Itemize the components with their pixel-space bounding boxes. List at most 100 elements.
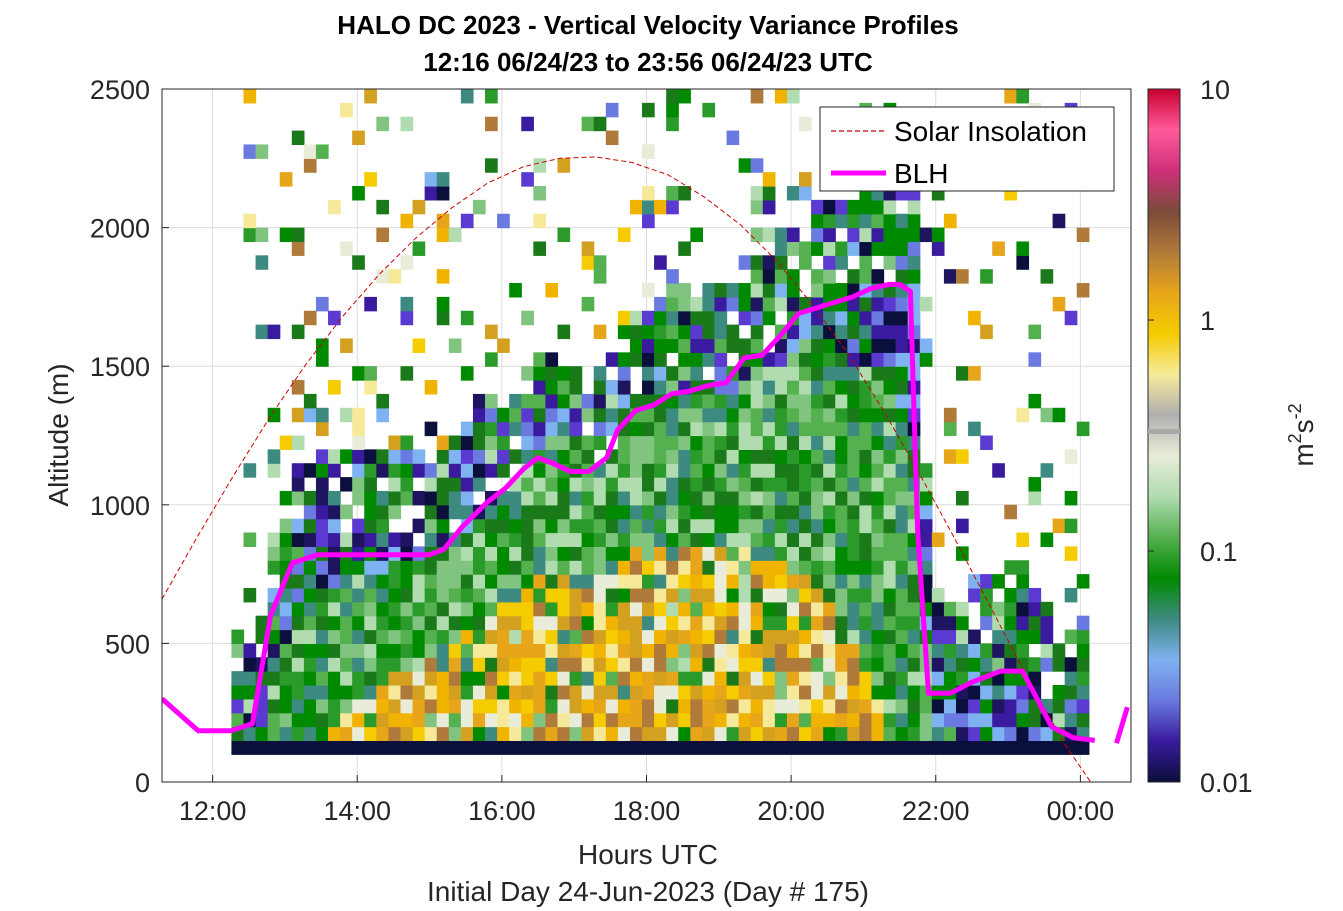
heatmap-cell bbox=[497, 546, 510, 561]
heatmap-cell bbox=[883, 574, 897, 589]
heatmap-cell bbox=[364, 601, 377, 617]
heatmap-cell bbox=[678, 352, 691, 367]
heatmap-cell bbox=[497, 407, 510, 423]
colorbar-unit-base: m bbox=[1288, 443, 1319, 466]
heatmap-cell bbox=[702, 629, 716, 644]
heatmap-cell bbox=[883, 352, 897, 367]
heatmap-cell bbox=[340, 698, 353, 714]
heatmap-cell bbox=[678, 490, 691, 506]
heatmap-cell bbox=[569, 629, 583, 644]
heatmap-cell bbox=[291, 726, 305, 742]
heatmap-cell bbox=[412, 712, 426, 728]
heatmap-cell bbox=[943, 407, 957, 423]
heatmap-cell bbox=[1004, 560, 1017, 575]
heatmap-cell bbox=[774, 255, 788, 270]
heatmap-cell bbox=[267, 463, 281, 478]
heatmap-cell bbox=[315, 144, 329, 159]
heatmap-cell bbox=[617, 504, 631, 520]
heatmap-cell bbox=[835, 698, 848, 714]
heatmap-cell bbox=[702, 643, 716, 658]
heatmap-cell bbox=[448, 490, 462, 506]
heatmap-cell bbox=[847, 518, 860, 534]
heatmap-cell bbox=[907, 671, 921, 686]
heatmap-cell bbox=[424, 601, 438, 617]
heatmap-cell bbox=[835, 574, 848, 589]
heatmap-cell bbox=[485, 643, 498, 658]
heatmap-cell bbox=[726, 463, 740, 478]
heatmap-cell bbox=[750, 740, 764, 755]
heatmap-cell bbox=[485, 158, 498, 173]
heatmap-cell bbox=[956, 366, 969, 381]
heatmap-cell bbox=[243, 144, 257, 159]
heatmap-cell bbox=[485, 393, 498, 409]
heatmap-cell bbox=[799, 712, 812, 728]
heatmap-cell bbox=[460, 587, 474, 603]
heatmap-cell bbox=[714, 518, 728, 534]
heatmap-cell bbox=[690, 671, 703, 686]
heatmap-cell bbox=[642, 352, 655, 367]
heatmap-cell bbox=[642, 186, 655, 201]
heatmap-cell bbox=[786, 449, 800, 464]
heatmap-cell bbox=[895, 684, 909, 700]
heatmap-cell bbox=[412, 241, 426, 256]
heatmap-cell bbox=[533, 241, 547, 256]
heatmap-cell bbox=[485, 532, 498, 547]
heatmap-cell bbox=[1004, 643, 1017, 658]
heatmap-cell bbox=[835, 601, 848, 617]
heatmap-cell bbox=[448, 629, 462, 644]
heatmap-cell bbox=[859, 338, 873, 353]
heatmap-cell bbox=[654, 449, 667, 464]
heatmap-cell bbox=[859, 629, 873, 644]
heatmap-cell bbox=[448, 504, 462, 520]
heatmap-cell bbox=[666, 532, 679, 547]
heatmap-cell bbox=[1004, 629, 1017, 644]
heatmap-cell bbox=[400, 712, 414, 728]
heatmap-cell bbox=[738, 643, 752, 658]
heatmap-cell bbox=[750, 463, 764, 478]
heatmap-cell bbox=[448, 698, 462, 714]
heatmap-cell bbox=[943, 643, 957, 658]
heatmap-cell bbox=[424, 629, 438, 644]
heatmap-cell bbox=[267, 407, 281, 423]
heatmap-cell bbox=[895, 449, 909, 464]
heatmap-cell bbox=[545, 740, 559, 755]
heatmap-cell bbox=[956, 740, 969, 755]
heatmap-cell bbox=[811, 490, 824, 506]
heatmap-cell bbox=[799, 671, 812, 686]
heatmap-cell bbox=[400, 629, 414, 644]
heatmap-cell bbox=[811, 435, 824, 450]
heatmap-cell bbox=[364, 629, 377, 644]
heatmap-cell bbox=[871, 296, 885, 312]
heatmap-cell bbox=[690, 698, 703, 714]
heatmap-cell bbox=[436, 518, 450, 534]
heatmap-cell bbox=[291, 477, 305, 492]
heatmap-cell bbox=[340, 560, 353, 575]
heatmap-cell bbox=[992, 740, 1005, 755]
heatmap-cell bbox=[303, 643, 317, 658]
heatmap-cell bbox=[424, 698, 438, 714]
colorbar-tick-label: 0.1 bbox=[1200, 537, 1238, 567]
heatmap-cell bbox=[352, 684, 365, 700]
heatmap-cell bbox=[303, 712, 317, 728]
heatmap-cell bbox=[774, 532, 788, 547]
heatmap-cell bbox=[436, 615, 450, 631]
heatmap-cell bbox=[859, 490, 873, 506]
heatmap-cell bbox=[642, 490, 655, 506]
heatmap-cell bbox=[835, 338, 848, 353]
heatmap-cell bbox=[811, 740, 824, 755]
heatmap-cell bbox=[774, 546, 788, 561]
heatmap-cell bbox=[750, 89, 764, 104]
heatmap-cell bbox=[786, 504, 800, 520]
heatmap-cell bbox=[835, 504, 848, 520]
heatmap-cell bbox=[448, 546, 462, 561]
heatmap-cell bbox=[871, 407, 885, 423]
heatmap-cell bbox=[569, 643, 583, 658]
heatmap-cell bbox=[883, 407, 897, 423]
heatmap-cell bbox=[895, 587, 909, 603]
heatmap-cell bbox=[943, 269, 957, 284]
heatmap-cell bbox=[388, 477, 402, 492]
heatmap-cell bbox=[593, 269, 607, 284]
heatmap-cell bbox=[328, 380, 341, 395]
heatmap-cell bbox=[714, 477, 728, 492]
heatmap-cell bbox=[255, 712, 269, 728]
